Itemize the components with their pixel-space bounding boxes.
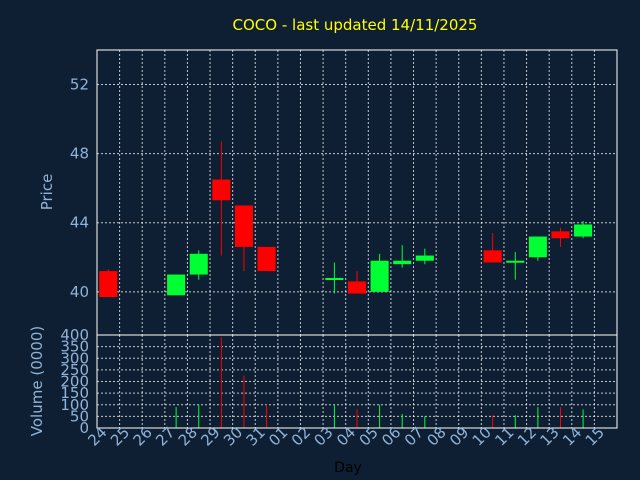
price-tick-label: 44 xyxy=(70,214,89,232)
volume-tick-label: 200 xyxy=(60,373,89,391)
candle-body xyxy=(189,253,208,275)
price-tick-label: 52 xyxy=(70,76,89,94)
volume-tick-label: 150 xyxy=(60,384,89,402)
volume-tick-label: 300 xyxy=(60,349,89,367)
volume-frame xyxy=(96,334,618,429)
candle-body xyxy=(234,205,253,247)
candle-body xyxy=(370,260,389,292)
volume-axis-label: Volume (0000) xyxy=(28,326,46,436)
candle-body xyxy=(99,271,118,297)
price-axis-label: Price xyxy=(38,174,56,211)
candle-body xyxy=(506,260,525,263)
candle-body xyxy=(574,224,593,237)
candle-body xyxy=(167,274,186,296)
candle-body xyxy=(325,278,344,280)
volume-tick-label: 400 xyxy=(60,326,89,344)
candle-body xyxy=(528,236,547,258)
candle-body xyxy=(347,281,367,294)
chart-title: COCO - last updated 14/11/2025 xyxy=(233,16,478,34)
price-tick-label: 40 xyxy=(70,283,89,301)
volume-tick-label: 0 xyxy=(79,419,89,437)
candle-body xyxy=(415,255,434,261)
volume-tick-label: 100 xyxy=(60,396,89,414)
candle-body xyxy=(257,246,276,272)
x-tick-label: 15 xyxy=(582,423,608,449)
volume-panel: 0501001502002503003504002425262728293031… xyxy=(60,326,618,450)
volume-tick-label: 50 xyxy=(70,407,89,425)
candle-body xyxy=(483,250,502,263)
x-axis-label: Day xyxy=(334,460,362,476)
candle-body xyxy=(551,231,570,239)
volume-tick-label: 250 xyxy=(60,361,89,379)
price-tick-label: 48 xyxy=(70,145,89,163)
volume-tick-label: 350 xyxy=(60,338,89,356)
candle-body xyxy=(212,179,231,201)
price-panel: 40 44 48 52 xyxy=(70,49,618,336)
candle-body xyxy=(393,260,412,265)
